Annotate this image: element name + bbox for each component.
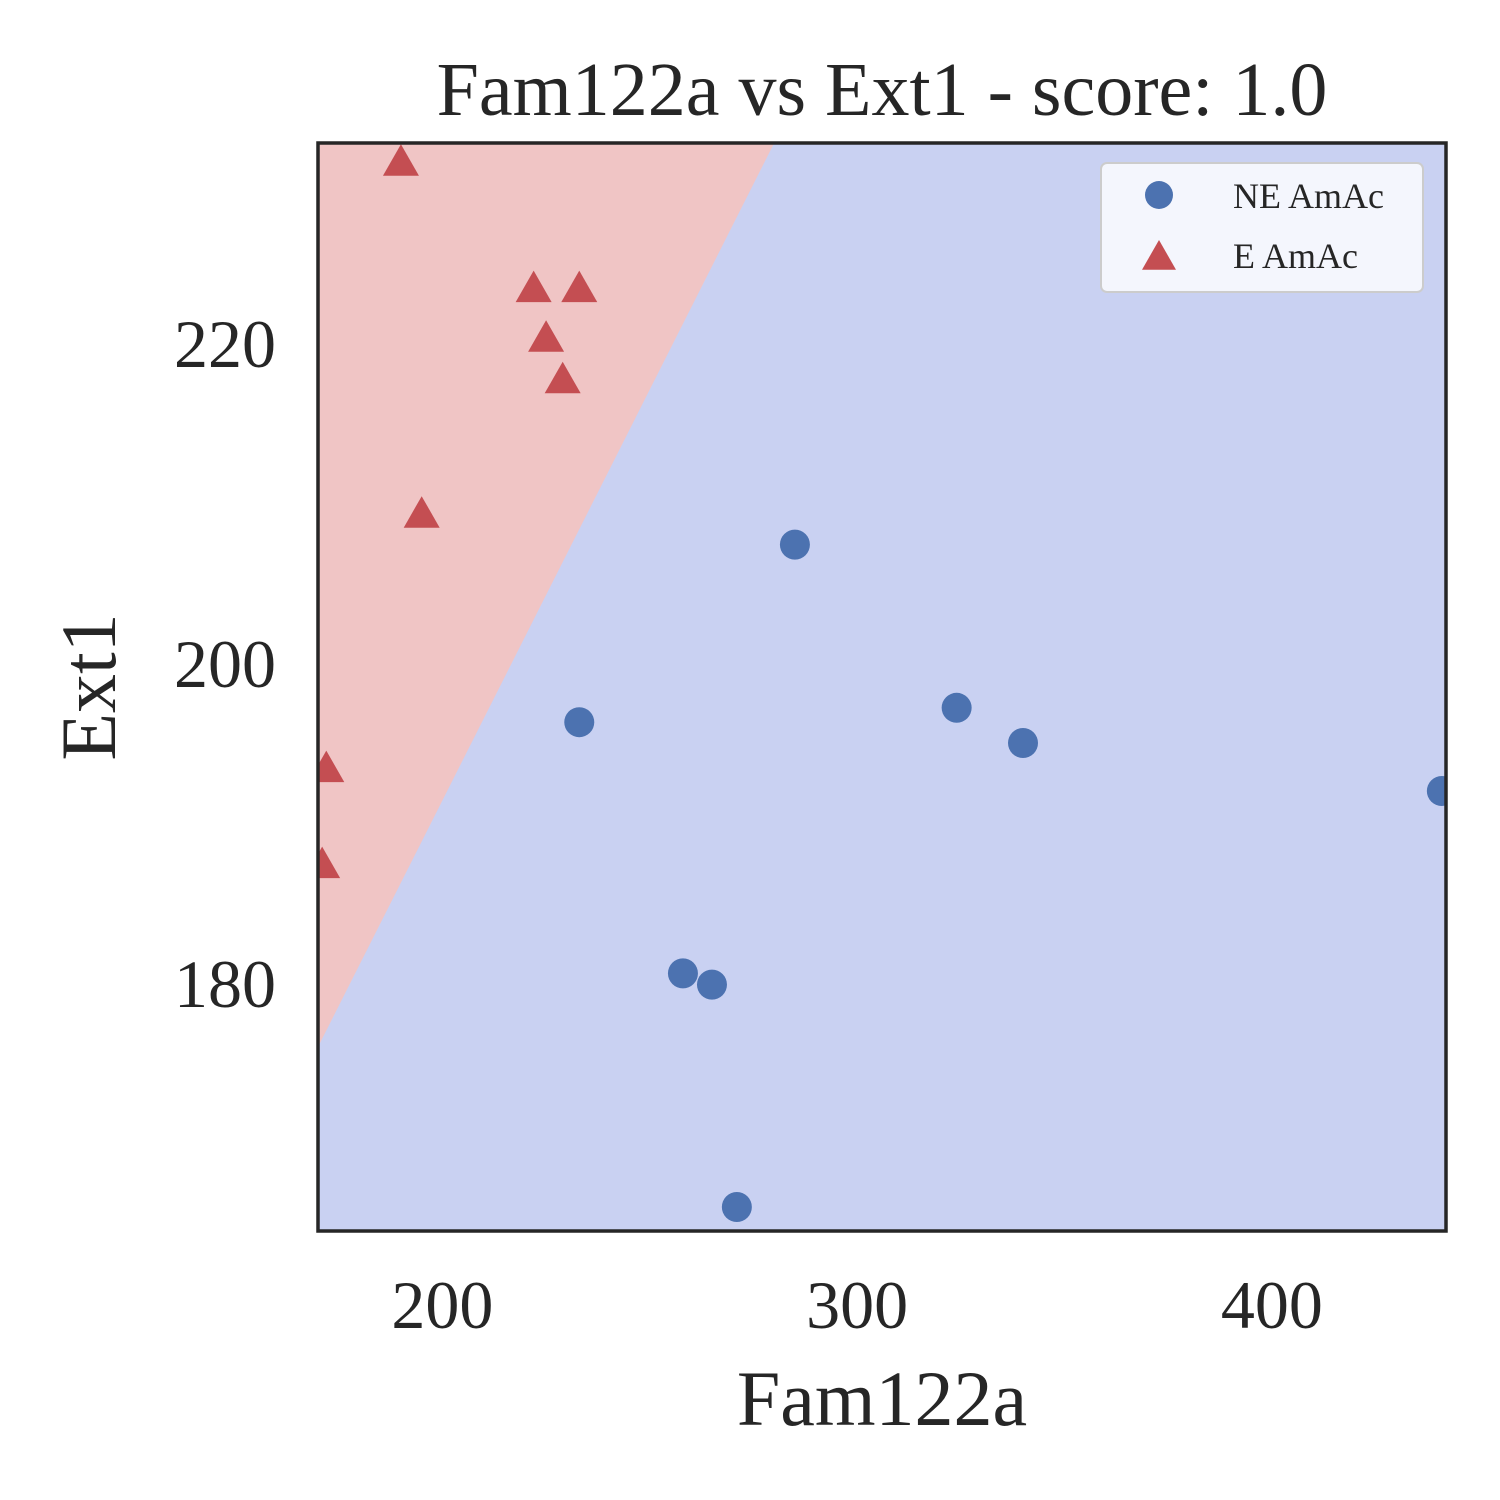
decision-region-e-amac	[318, 143, 775, 1047]
legend-marker-e-amac	[1142, 240, 1176, 270]
e-amac-point	[403, 496, 440, 528]
ne-amac-point	[941, 692, 972, 723]
chart-title: Fam122a vs Ext1 - score: 1.0	[437, 48, 1328, 132]
y-tick-label: 180	[174, 946, 276, 1022]
y-axis-ticks: 180 200 220	[174, 306, 276, 1022]
legend-marker-ne-amac	[1145, 181, 1173, 209]
y-axis-label: Ext1	[45, 613, 132, 760]
legend: NE AmAc E AmAc	[1100, 162, 1424, 293]
x-axis-label: Fam122a	[737, 1355, 1027, 1442]
data-points	[318, 144, 1446, 1222]
ne-amac-point	[1426, 776, 1446, 806]
ne-amac-point	[1008, 728, 1038, 758]
e-amac-point	[544, 361, 581, 394]
x-tick-label: 200	[391, 1267, 493, 1343]
e-amac-point	[528, 320, 565, 352]
x-axis-ticks: 200 300 400	[391, 1267, 1322, 1343]
x-tick-label: 400	[1221, 1267, 1323, 1343]
e-amac-point	[318, 750, 345, 783]
x-tick-label: 300	[806, 1267, 908, 1343]
y-tick-label: 200	[174, 626, 276, 702]
ne-amac-point	[779, 529, 810, 560]
ne-amac-point	[564, 707, 595, 738]
plot-area	[318, 143, 1446, 1231]
ne-amac-point	[667, 958, 698, 989]
e-amac-point	[318, 846, 341, 879]
ne-amac-point	[696, 969, 727, 1000]
e-amac-point	[561, 270, 598, 303]
legend-box	[1100, 162, 1424, 293]
legend-label-e-amac: E AmAc	[1233, 236, 1358, 276]
y-tick-label: 220	[174, 306, 276, 382]
e-amac-point	[382, 144, 419, 176]
ne-amac-point	[721, 1192, 752, 1222]
legend-label-ne-amac: NE AmAc	[1233, 176, 1384, 216]
plot-frame	[316, 141, 1448, 1233]
e-amac-point	[515, 270, 552, 303]
